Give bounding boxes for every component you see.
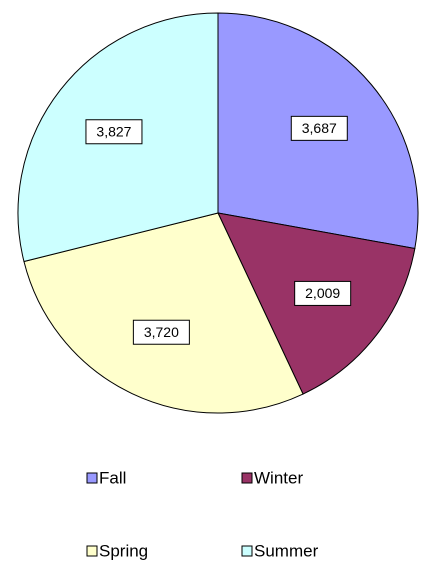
legend-label: Fall [99,468,126,487]
data-label-box [294,280,352,306]
pie-slice [23,212,304,414]
data-label: 2,009 [305,285,340,301]
legend-swatch [86,545,98,557]
data-label: 3,827 [96,123,131,139]
legend-label: Winter [254,468,303,487]
data-label-box [85,119,143,145]
data-label-box [290,115,348,141]
legend-label: Spring [99,541,148,560]
data-label: 3,720 [144,324,179,340]
legend-swatch [86,472,98,484]
data-label: 3,687 [302,120,337,136]
legend-swatch [241,545,253,557]
legend-swatch [241,472,253,484]
data-label-box [132,319,190,345]
legend-label: Summer [254,541,319,560]
